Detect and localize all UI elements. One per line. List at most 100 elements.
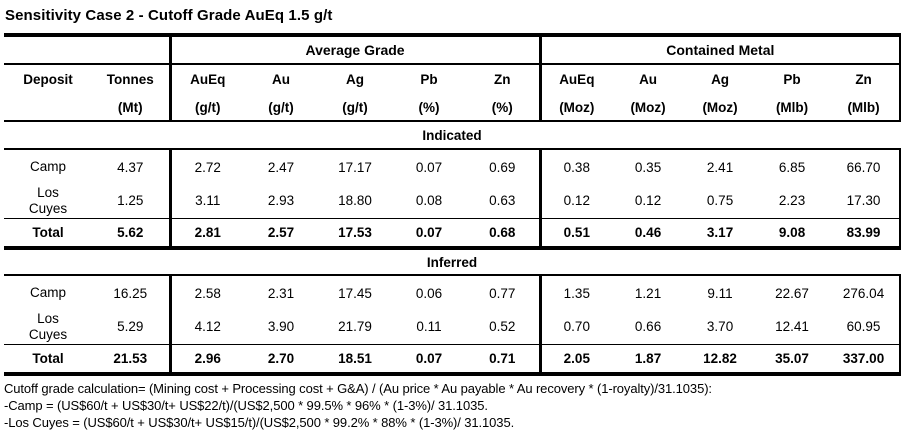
value-cell: 0.08 xyxy=(415,193,443,209)
deposit-cell: Total xyxy=(4,217,92,248)
value-cell: 5.29 xyxy=(117,319,144,335)
value-cell: 4.12 xyxy=(168,310,244,344)
value-cell: 2.81 xyxy=(168,217,244,248)
value-cell: 60.95 xyxy=(828,310,902,344)
table-row-indicated-camp: Camp 4.37 2.72 2.47 17.17 0.07 0.69 0.38… xyxy=(4,149,902,184)
unit-deposit xyxy=(4,94,92,122)
value-cell: 66.70 xyxy=(828,149,902,184)
value-cell: 0.12 xyxy=(634,193,662,209)
value-cell: 21.79 xyxy=(338,319,372,335)
value-cell: 1.87 xyxy=(612,343,685,374)
footnote-los-cuyes-calculation: -Los Cuyes = (US$60/t + US$30/t+ US$15/t… xyxy=(4,415,515,430)
value-cell: 2.93 xyxy=(267,193,295,209)
footnote-cutoff-formula: Cutoff grade calculation= (Mining cost +… xyxy=(4,381,712,396)
unit-au-metal: (Moz) xyxy=(612,94,685,122)
value-cell: 276.04 xyxy=(828,275,902,310)
value-cell: 17.30 xyxy=(828,184,902,218)
col-header-tonnes: Tonnes xyxy=(106,72,154,87)
unit-aueq-grade: (g/t) xyxy=(168,94,244,122)
section-label: Inferred xyxy=(4,246,901,276)
value-cell: 17.45 xyxy=(338,285,372,301)
value-cell: 83.99 xyxy=(828,217,902,248)
value-cell: 2.57 xyxy=(244,217,318,248)
value-cell: 9.11 xyxy=(707,285,733,301)
unit-zn-grade: (%) xyxy=(466,94,541,122)
value-cell: 337.00 xyxy=(828,343,902,374)
value-cell: 2.41 xyxy=(706,159,734,175)
col-header-aueq-grade: AuEq xyxy=(168,64,244,94)
page-title: Sensitivity Case 2 - Cutoff Grade AuEq 1… xyxy=(5,7,333,24)
value-cell: 6.85 xyxy=(778,159,806,175)
value-cell: 18.80 xyxy=(338,193,372,209)
deposit-cell: Los Cuyes xyxy=(4,310,92,344)
unit-pb-grade: (%) xyxy=(392,94,466,122)
table-row-inferred-total: Total 21.53 2.96 2.70 18.51 0.07 0.71 2.… xyxy=(4,343,902,374)
value-cell: 2.47 xyxy=(267,159,295,175)
table-row-indicated-total: Total 5.62 2.81 2.57 17.53 0.07 0.68 0.5… xyxy=(4,217,902,248)
value-cell: 0.77 xyxy=(489,285,516,301)
deposit-cell: Los Cuyes xyxy=(4,184,92,218)
value-cell: 0.70 xyxy=(538,310,613,344)
col-header-zn-grade: Zn xyxy=(494,72,511,87)
value-cell: 2.58 xyxy=(168,275,244,310)
value-cell: 0.46 xyxy=(612,217,685,248)
col-header-deposit: Deposit xyxy=(23,72,73,87)
group-header-spacer xyxy=(4,35,170,65)
section-header-inferred: Inferred xyxy=(4,246,901,276)
value-cell: 18.51 xyxy=(318,343,392,374)
value-cell: 3.70 xyxy=(706,319,734,335)
col-header-au-metal: Au xyxy=(639,72,658,87)
col-header-ag-grade: Ag xyxy=(346,72,364,87)
unit-aueq-metal: (Moz) xyxy=(538,94,613,122)
value-cell: 0.07 xyxy=(415,159,443,175)
column-name-row: Deposit Tonnes AuEq Au Ag Pb Zn AuEq Au … xyxy=(4,64,902,94)
section-header-indicated: Indicated xyxy=(4,121,901,150)
deposit-label: Camp xyxy=(29,159,66,174)
column-unit-row: (Mt) (g/t) (g/t) (g/t) (%) (%) (Moz) (Mo… xyxy=(4,94,902,122)
value-cell: 22.67 xyxy=(775,285,809,301)
value-cell: 3.11 xyxy=(168,184,244,218)
value-cell: 1.25 xyxy=(117,193,144,209)
value-cell: 3.17 xyxy=(684,217,757,248)
unit-tonnes: (Mt) xyxy=(92,94,170,122)
value-cell: 21.53 xyxy=(92,343,170,374)
deposit-cell: Camp xyxy=(4,149,92,184)
value-cell: 3.90 xyxy=(267,319,295,335)
unit-ag-grade: (g/t) xyxy=(318,94,392,122)
value-cell: 12.82 xyxy=(684,343,757,374)
col-header-aueq-metal: AuEq xyxy=(538,64,613,94)
group-header-average-grade: Average Grade xyxy=(168,35,541,65)
value-cell: 0.63 xyxy=(489,193,516,209)
value-cell: 0.71 xyxy=(466,343,541,374)
deposit-cell: Camp xyxy=(4,275,92,310)
value-cell: 2.72 xyxy=(168,149,244,184)
sensitivity-table: Average Grade Contained Metal Deposit To… xyxy=(4,33,902,376)
value-cell: 4.37 xyxy=(117,159,144,175)
value-cell: 0.52 xyxy=(489,319,516,335)
value-cell: 0.68 xyxy=(466,217,541,248)
col-header-zn-metal: Zn xyxy=(828,64,902,94)
deposit-label: Los Cuyes xyxy=(28,184,68,216)
col-header-ag-metal: Ag xyxy=(711,72,730,87)
value-cell: 2.96 xyxy=(168,343,244,374)
section-label: Indicated xyxy=(4,121,901,150)
value-cell: 0.75 xyxy=(706,193,734,209)
value-cell: 1.35 xyxy=(538,275,613,310)
value-cell: 0.07 xyxy=(392,217,466,248)
value-cell: 0.66 xyxy=(634,319,662,335)
value-cell: 17.17 xyxy=(338,159,372,175)
col-header-pb-metal: Pb xyxy=(783,72,801,87)
group-header-row: Average Grade Contained Metal xyxy=(4,35,902,65)
value-cell: 0.11 xyxy=(416,319,442,335)
unit-ag-metal: (Moz) xyxy=(684,94,757,122)
value-cell: 0.38 xyxy=(538,149,613,184)
col-header-au-grade: Au xyxy=(272,72,290,87)
deposit-label: Camp xyxy=(29,285,66,300)
value-cell: 0.51 xyxy=(538,217,613,248)
value-cell: 2.05 xyxy=(538,343,613,374)
value-cell: 2.31 xyxy=(267,285,295,301)
value-cell: 0.69 xyxy=(489,159,516,175)
value-cell: 1.21 xyxy=(634,285,662,301)
value-cell: 0.07 xyxy=(392,343,466,374)
